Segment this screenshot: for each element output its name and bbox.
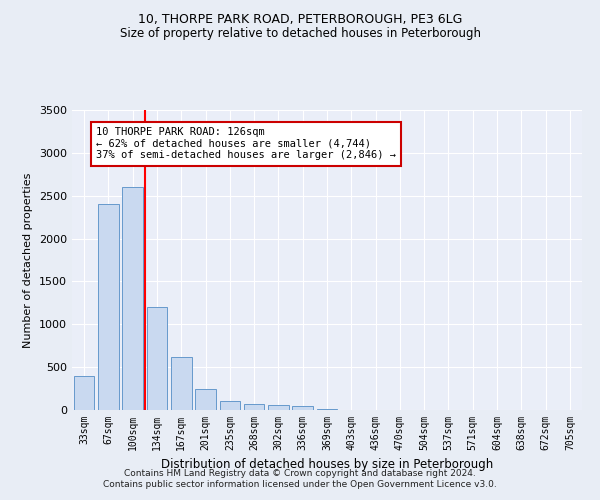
Bar (74, 376, 94, 410)
Y-axis label: Number of detached properties: Number of detached properties (23, 172, 34, 348)
Bar (317, 409, 337, 410)
Bar (292, 406, 313, 410)
Bar (146, 307, 167, 410)
Bar (98, 204, 119, 410)
Bar (268, 405, 289, 410)
X-axis label: Distribution of detached houses by size in Peterborough: Distribution of detached houses by size … (161, 458, 493, 471)
Text: Contains HM Land Registry data © Crown copyright and database right 2024.: Contains HM Land Registry data © Crown c… (124, 468, 476, 477)
Bar (122, 187, 143, 410)
Bar (171, 357, 191, 410)
Bar (220, 402, 240, 410)
Bar (244, 404, 265, 410)
Text: Size of property relative to detached houses in Peterborough: Size of property relative to detached ho… (119, 28, 481, 40)
Text: Contains public sector information licensed under the Open Government Licence v3: Contains public sector information licen… (103, 480, 497, 489)
Text: 10 THORPE PARK ROAD: 126sqm
← 62% of detached houses are smaller (4,744)
37% of : 10 THORPE PARK ROAD: 126sqm ← 62% of det… (96, 127, 396, 160)
Bar (195, 390, 216, 410)
Text: 10, THORPE PARK ROAD, PETERBOROUGH, PE3 6LG: 10, THORPE PARK ROAD, PETERBOROUGH, PE3 … (138, 12, 462, 26)
